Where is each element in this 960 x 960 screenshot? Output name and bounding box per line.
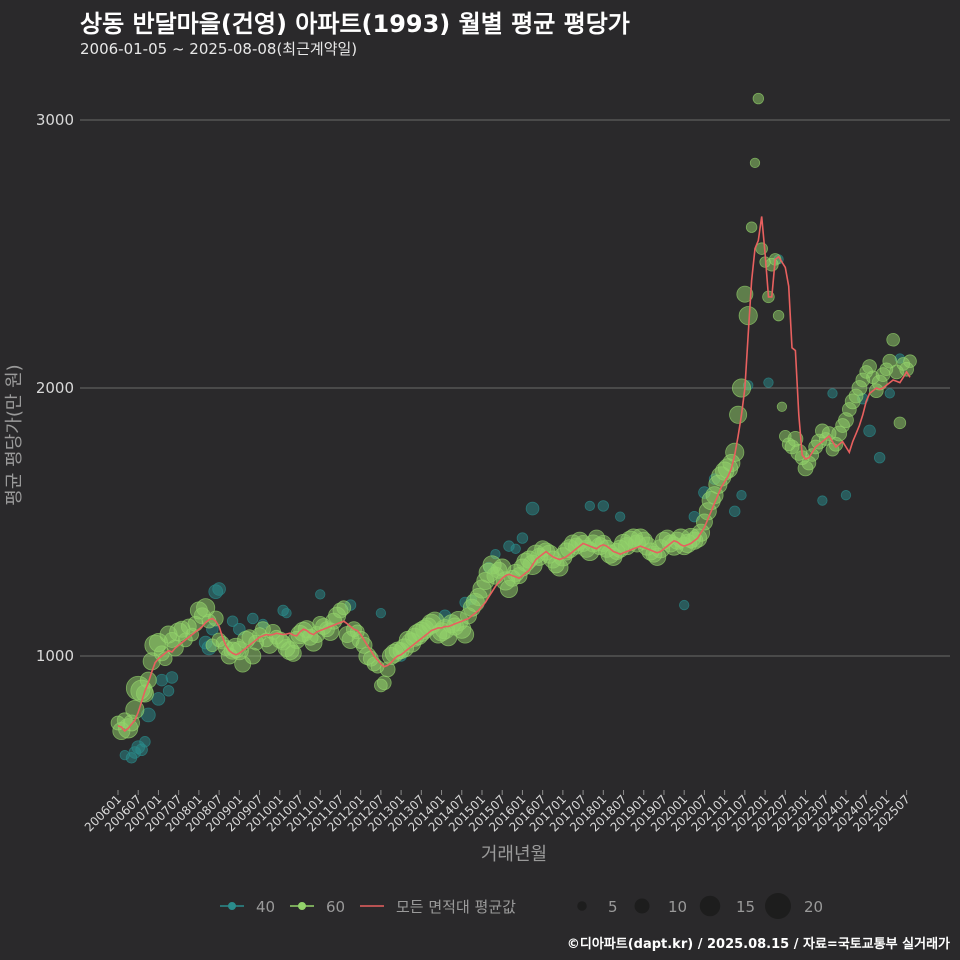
legend-key-point-0 <box>228 902 236 910</box>
point-60-200806 <box>207 610 224 627</box>
point-60-202205 <box>772 309 785 322</box>
y-tick-label-1000: 1000 <box>36 647 74 665</box>
point-60-202106 <box>731 378 752 398</box>
point-40-200701 <box>151 692 166 706</box>
point-40-201511 <box>510 543 521 554</box>
point-40-202202 <box>763 377 774 388</box>
point-60-202503 <box>886 332 900 347</box>
legend-size-circle-5 <box>577 901 587 911</box>
point-40-200905 <box>247 612 259 625</box>
point-60-201108 <box>336 600 352 616</box>
point-60-202110 <box>749 157 761 169</box>
point-40-202306 <box>817 495 828 506</box>
point-40-201709 <box>584 500 595 512</box>
legend-label-2: 모든 면적대 평균값 <box>396 898 516 916</box>
x-axis-ticks: 2006012006072007012007072008012008072009… <box>82 790 913 835</box>
point-40-202502 <box>884 388 895 399</box>
average-price-line <box>117 216 911 733</box>
legend-label-0: 40 <box>256 898 275 916</box>
legend-size-label-5: 5 <box>608 898 618 916</box>
legend-item-1: 60 <box>290 898 345 916</box>
legend-size-15: 15 <box>699 895 755 917</box>
x-axis-label: 거래년월 <box>481 844 547 865</box>
point-40-201003 <box>281 607 292 619</box>
point-40-201101 <box>315 589 326 600</box>
point-40-202411 <box>873 451 886 464</box>
legend-item-0: 40 <box>220 898 275 916</box>
point-40-201604 <box>525 501 540 516</box>
legend-label-1: 60 <box>326 898 345 916</box>
point-60-200905 <box>244 647 262 665</box>
legend-size-circle-20 <box>765 893 791 919</box>
legend-size-label-15: 15 <box>736 898 755 916</box>
point-60-202505 <box>893 416 907 430</box>
y-tick-label-2000: 2000 <box>36 379 74 397</box>
point-40-201806 <box>615 511 626 522</box>
series-60-points <box>110 92 917 741</box>
point-40-201601 <box>516 532 529 544</box>
y-axis-label: 평균 평당가(만 원) <box>4 364 25 505</box>
point-40-200807 <box>212 582 226 596</box>
average-line-layer <box>117 216 911 733</box>
chart-subtitle: 2006-01-05 ~ 2025-08-08(최근계약일) <box>80 40 358 58</box>
point-60-201408 <box>456 625 475 644</box>
point-40-202106 <box>736 490 747 501</box>
point-60-202105 <box>729 405 748 424</box>
point-40-202309 <box>827 388 838 399</box>
legend-size-5: 5 <box>577 898 618 916</box>
point-40-202408 <box>863 424 876 438</box>
point-60-202109 <box>745 221 758 233</box>
point-40-202401 <box>840 490 852 501</box>
series-40-points <box>119 254 906 764</box>
chart-title: 상동 반달마을(건영) 아파트(1993) 월별 평균 평당가 <box>80 10 630 38</box>
legend-size-10: 10 <box>634 898 687 916</box>
legend-size-circle-10 <box>634 898 650 914</box>
point-40-201207 <box>375 607 387 619</box>
legend-size-circle-15 <box>699 895 721 917</box>
y-tick-label-3000: 3000 <box>36 111 74 129</box>
legend-item-2: 모든 면적대 평균값 <box>360 898 516 916</box>
y-axis-ticks: 1000 2000 3000 <box>36 111 74 665</box>
point-60-202206 <box>776 401 788 412</box>
legend-size-label-20: 20 <box>804 898 823 916</box>
source-footer: ©디아파트(dapt.kr) / 2025.08.15 / 자료=국토교통부 실… <box>566 937 950 952</box>
point-60-202502 <box>882 353 898 369</box>
point-60-202107 <box>736 285 754 303</box>
legend-size-20: 20 <box>765 893 823 919</box>
legend-size-label-10: 10 <box>668 898 687 916</box>
point-40-200705 <box>165 671 179 684</box>
point-40-202001 <box>679 599 690 611</box>
point-60-202508 <box>903 354 917 369</box>
legend: 40 60 모든 면적대 평균값 5 10 15 20 <box>220 893 823 919</box>
point-40-201801 <box>597 500 610 512</box>
point-60-202111 <box>752 92 765 105</box>
legend-key-point-1 <box>298 902 306 910</box>
point-40-200609 <box>139 736 151 748</box>
point-40-200704 <box>162 685 175 697</box>
point-40-200811 <box>226 615 239 627</box>
point-60-202112 <box>755 242 768 255</box>
point-40-202104 <box>729 505 741 517</box>
point-60-201208 <box>376 675 392 691</box>
